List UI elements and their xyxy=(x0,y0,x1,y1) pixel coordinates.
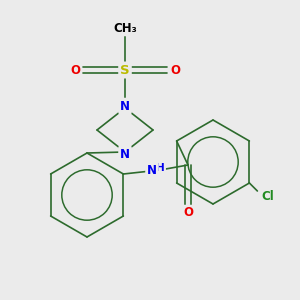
Text: N: N xyxy=(120,100,130,112)
Text: N: N xyxy=(120,148,130,160)
Text: O: O xyxy=(183,206,193,220)
Text: N: N xyxy=(147,164,157,176)
Text: CH₃: CH₃ xyxy=(113,22,137,34)
Text: S: S xyxy=(120,64,130,76)
Text: O: O xyxy=(170,64,180,76)
Text: H: H xyxy=(156,163,164,173)
Text: Cl: Cl xyxy=(261,190,274,202)
Text: O: O xyxy=(70,64,80,76)
